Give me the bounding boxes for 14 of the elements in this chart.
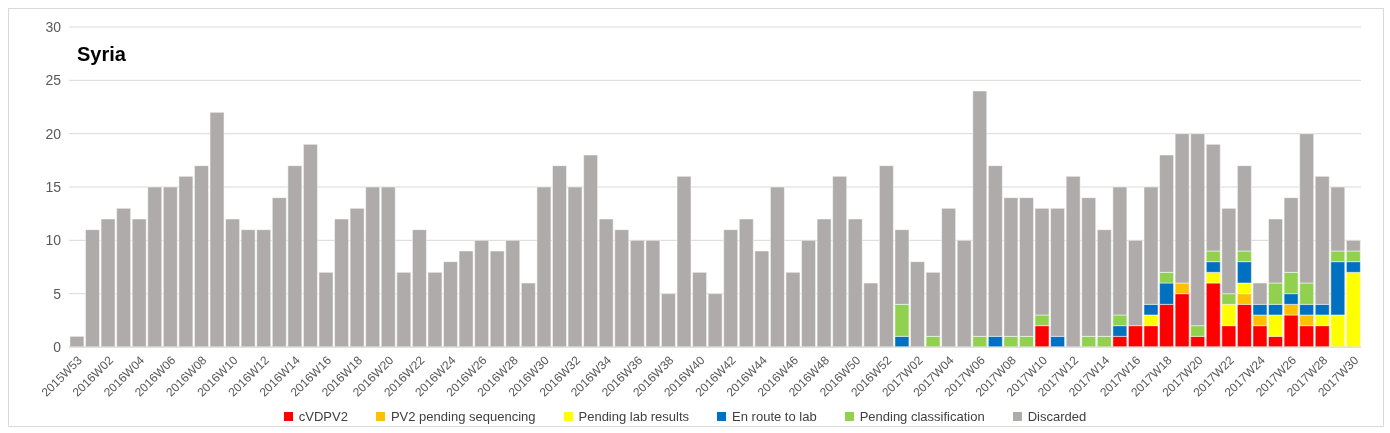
y-tick-label: 10 xyxy=(45,232,62,249)
y-tick-label: 20 xyxy=(45,125,62,142)
legend-label: En route to lab xyxy=(732,409,817,424)
y-tick-label: 25 xyxy=(45,72,62,89)
legend-label: Discarded xyxy=(1027,409,1087,424)
y-tick-label: 15 xyxy=(45,178,62,195)
y-tick-label: 30 xyxy=(45,18,62,35)
legend-label: Pending lab results xyxy=(578,409,690,424)
legend-label: PV2 pending sequencing xyxy=(390,409,536,424)
y-tick-label: 0 xyxy=(53,338,62,355)
legend-label: cVDPV2 xyxy=(298,409,348,424)
y-tick-label: 5 xyxy=(53,285,62,302)
text: Syria xyxy=(77,43,126,66)
legend-label: Pending classification xyxy=(859,409,985,424)
